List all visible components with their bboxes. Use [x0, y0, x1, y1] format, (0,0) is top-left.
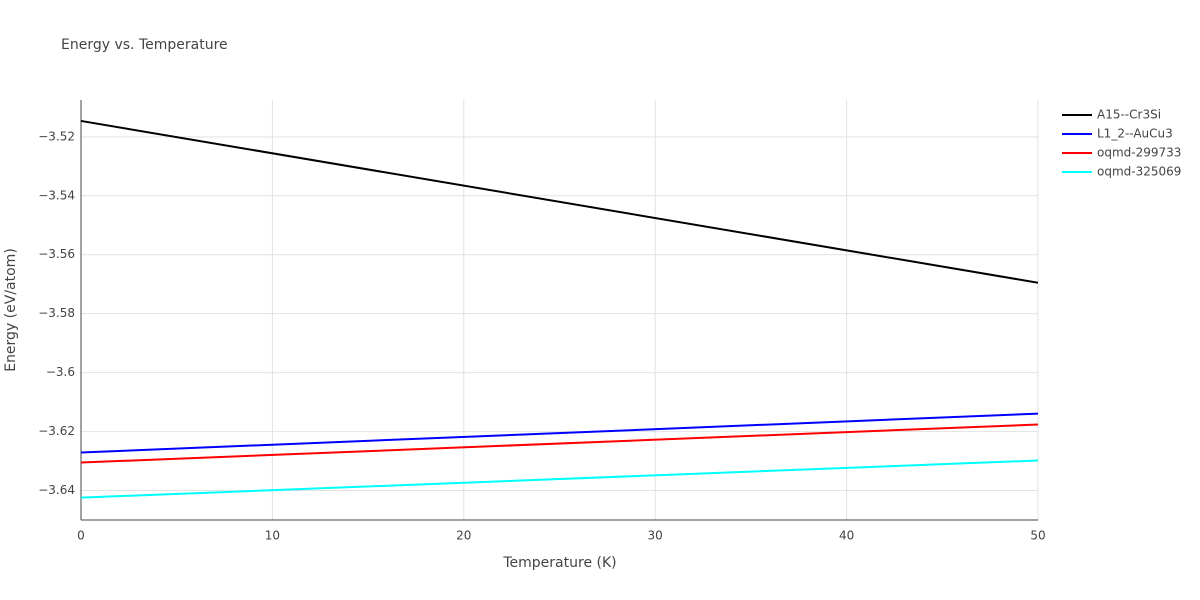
x-tick-label: 50 [1030, 529, 1045, 543]
x-tick-label: 30 [648, 529, 663, 543]
y-tick-label: −3.58 [38, 306, 75, 320]
y-axis-title: Energy (eV/atom) [3, 248, 19, 372]
line-series [80, 412, 1039, 454]
legend-label: L1_2--AuCu3 [1097, 127, 1173, 141]
legend-label: oqmd-299733 [1097, 146, 1181, 160]
y-tick-label: −3.62 [38, 424, 75, 438]
line-series [80, 119, 1039, 284]
y-tick-label: −3.6 [46, 365, 75, 379]
x-axis-title: Temperature (K) [502, 555, 616, 571]
x-tick-label: 10 [265, 529, 280, 543]
x-tick-label: 20 [456, 529, 471, 543]
chart-title: Energy vs. Temperature [61, 37, 228, 53]
legend-label: oqmd-325069 [1097, 165, 1181, 179]
y-tick-label: −3.64 [38, 483, 75, 497]
y-tick-label: −3.54 [38, 188, 75, 202]
line-series [80, 423, 1039, 464]
x-tick-label: 40 [839, 529, 854, 543]
line-series [80, 459, 1039, 499]
y-tick-label: −3.52 [38, 129, 75, 143]
y-tick-label: −3.56 [38, 247, 75, 261]
x-tick-label: 0 [77, 529, 85, 543]
legend-label: A15--Cr3Si [1097, 108, 1161, 122]
